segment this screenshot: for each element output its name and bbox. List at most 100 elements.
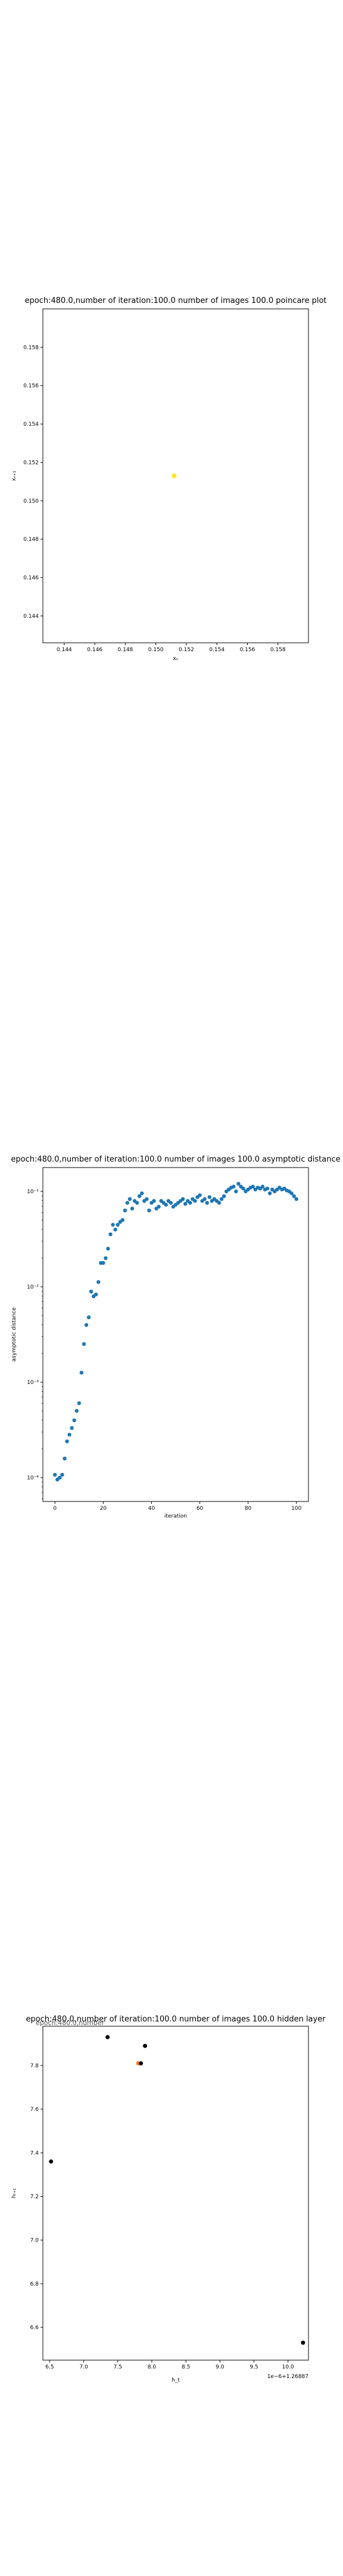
data-point (104, 1256, 108, 1261)
data-point (232, 1184, 236, 1189)
data-point (84, 1323, 89, 1327)
data-point (82, 1342, 86, 1346)
data-point (120, 1218, 124, 1222)
x-tick-label: 8.5 (182, 2364, 190, 2370)
x-tick-label: 9.5 (250, 2364, 258, 2370)
data-point (193, 1199, 197, 1203)
y-tick-label: 0.144 (23, 614, 39, 620)
data-point (143, 2044, 148, 2048)
y-tick-label: 0.156 (23, 383, 39, 389)
y-tick-label: 0.158 (23, 345, 39, 351)
data-point (125, 1201, 130, 1205)
y-tick-label: 7.4 (30, 2150, 39, 2156)
plot-frame (42, 2026, 309, 2361)
data-point (188, 1201, 192, 1205)
y-tick-label: 7.2 (30, 2194, 39, 2200)
data-point (147, 1208, 151, 1213)
y-axis-label: asymptotic distance (11, 1307, 17, 1361)
data-point (241, 1187, 245, 1191)
data-point (222, 1194, 226, 1199)
data-point (251, 1184, 255, 1189)
x-tick-label: 0 (53, 1506, 57, 1512)
data-point (294, 1197, 298, 1201)
y-tick-label: 0.154 (23, 422, 39, 428)
data-point (139, 2061, 144, 2066)
data-point (105, 2035, 110, 2039)
x-tick-label: 0.156 (240, 647, 255, 653)
chart-title: epoch:480.0,number of iteration:100.0 nu… (24, 296, 326, 305)
x-tick-label: 100 (291, 1506, 301, 1512)
y-axis-ticks: 6.6 6.8 7.0 7.2 7.4 7.6 7.8 (30, 2063, 43, 2331)
data-point (111, 1222, 115, 1227)
data-point (145, 1197, 149, 1201)
x-tick-label: 0.148 (118, 647, 133, 653)
x-tick-label: 0.146 (87, 647, 102, 653)
data-point (289, 1191, 294, 1196)
data-point (108, 1232, 113, 1237)
data-point (58, 1475, 62, 1480)
x-axis-label: xₙ (173, 656, 179, 662)
x-tick-label: 20 (100, 1506, 107, 1512)
x-axis-label: h_t (172, 2377, 180, 2383)
data-point (74, 1408, 79, 1413)
data-points (49, 2035, 305, 2345)
data-point (164, 1203, 168, 1207)
y-tick-label: 0.148 (23, 537, 39, 543)
data-point (86, 1315, 91, 1320)
data-point (219, 1197, 224, 1201)
data-point (140, 1191, 144, 1196)
x-axis-ticks: 0.144 0.146 0.148 0.150 0.152 0.154 0.156 0.158 (57, 643, 286, 653)
data-point (116, 1222, 120, 1227)
data-point (135, 1201, 139, 1205)
data-point (207, 1195, 211, 1199)
x-tick-label: 7.0 (79, 2364, 88, 2370)
x-axis-ticks: 0 20 40 60 80 100 (53, 1501, 302, 1512)
x-axis-offset-text: 1e−6+1.26887 (267, 2374, 308, 2380)
data-point (67, 1432, 71, 1437)
data-point (72, 1418, 76, 1423)
data-point (60, 1473, 64, 1477)
data-point (217, 1201, 222, 1205)
x-tick-label: 10.0 (282, 2364, 294, 2370)
data-point (77, 1401, 82, 1405)
data-point (301, 2340, 305, 2345)
x-tick-label: 6.5 (45, 2364, 54, 2370)
data-point (101, 1261, 105, 1265)
x-axis-label: iteration (164, 1513, 187, 1519)
x-tick-label: 0.144 (57, 647, 72, 653)
data-point (260, 1184, 265, 1189)
y-tick-label: 0.146 (23, 575, 39, 581)
data-point (202, 1197, 207, 1201)
x-tick-label: 0.158 (270, 647, 286, 653)
x-tick-label: 0.154 (209, 647, 224, 653)
chart-title: epoch:480.0,number of iteration:100.0 nu… (26, 2015, 326, 2024)
data-point (65, 1439, 69, 1444)
data-point (94, 1292, 98, 1296)
y-tick-label: 7.0 (30, 2238, 39, 2244)
data-point (157, 1205, 161, 1209)
x-tick-label: 7.5 (114, 2364, 122, 2370)
data-points (172, 473, 177, 478)
data-point (123, 1208, 127, 1213)
y-axis-ticks: 0.144 0.146 0.148 0.150 0.152 0.154 0.156 0.158 (23, 345, 43, 620)
data-point (106, 1246, 110, 1251)
data-point (127, 1197, 132, 1201)
x-tick-label: 60 (197, 1506, 204, 1512)
data-points (53, 1182, 298, 1482)
poincare-plot-chart: epoch:480.0,number of iteration:100.0 nu… (11, 296, 327, 662)
chart-title: epoch:480.0,number of iteration:100.0 nu… (11, 1155, 340, 1164)
y-tick-label: 6.6 (30, 2325, 39, 2331)
x-tick-label: 0.152 (179, 647, 194, 653)
data-point (169, 1201, 173, 1205)
data-point (130, 1206, 135, 1210)
y-axis-label: hₜ₊₁ (11, 2188, 17, 2198)
data-point (49, 2159, 54, 2164)
data-point (152, 1199, 156, 1203)
data-point (236, 1182, 241, 1186)
data-point (183, 1202, 188, 1206)
data-point (172, 473, 177, 478)
y-tick-label: 10⁻³ (27, 1380, 39, 1386)
data-point (89, 1289, 93, 1294)
data-point (96, 1280, 101, 1284)
y-axis-label: xₙ₊₁ (11, 470, 17, 481)
